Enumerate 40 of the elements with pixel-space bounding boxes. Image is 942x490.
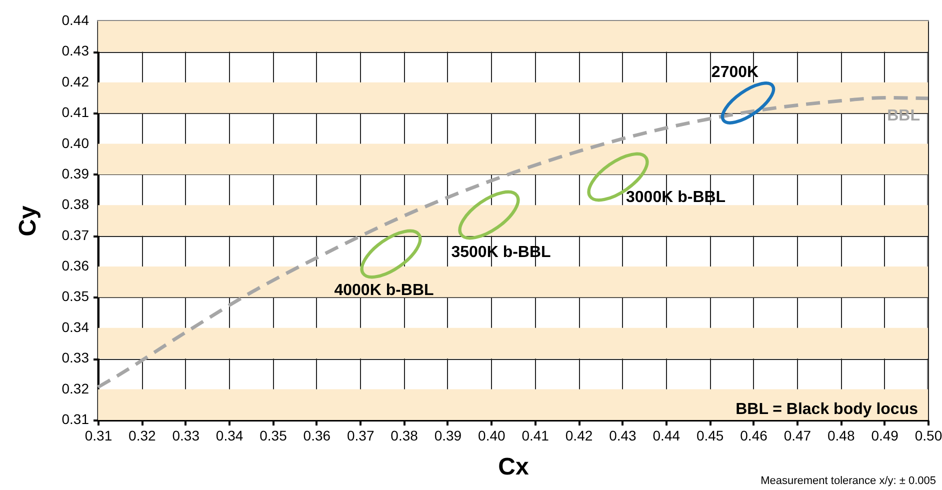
annotation: 4000K b-BBL: [334, 282, 434, 299]
y-tick-label: 0.34: [62, 318, 90, 335]
y-axis-title: Cy: [14, 205, 42, 236]
y-tick-label: 0.41: [62, 104, 90, 120]
x-tick-label: 0.50: [914, 428, 942, 444]
annotation: BBL = Black body locus: [736, 401, 918, 418]
x-tick-label: 0.44: [652, 428, 680, 444]
y-tick-label: 0.33: [62, 350, 90, 366]
x-tick-label: 0.47: [784, 428, 812, 444]
x-tick-label: 0.35: [260, 428, 288, 444]
x-tick-label: 0.46: [740, 428, 768, 444]
y-tick-label: 0.35: [62, 288, 90, 304]
y-tick-label: 0.37: [62, 226, 90, 243]
x-tick-label: 0.40: [478, 428, 506, 444]
x-tick-label: 0.33: [172, 428, 200, 444]
x-tick-label: 0.38: [390, 428, 418, 444]
x-tick-label: 0.49: [871, 428, 899, 444]
y-tick-label: 0.32: [62, 380, 90, 396]
y-tick-label: 0.40: [62, 134, 90, 151]
x-tick-label: 0.32: [128, 428, 156, 444]
y-tick-label: 0.39: [62, 165, 90, 182]
x-tick-label: 0.48: [828, 428, 855, 444]
y-tick-label: 0.44: [62, 12, 90, 28]
x-tick-label: 0.43: [609, 428, 637, 444]
x-tick-label: 0.42: [565, 428, 593, 444]
x-tick-label: 0.39: [434, 428, 462, 444]
x-tick-label: 0.45: [696, 428, 724, 444]
y-tick-label: 0.38: [62, 196, 90, 212]
x-tick-label: 0.31: [84, 428, 112, 444]
y-tick-label: 0.42: [62, 73, 90, 90]
text: Measurement tolerance x/y: ± 0.005: [760, 475, 936, 487]
x-axis-title: Cx: [498, 454, 530, 480]
y-tick-label: 0.36: [62, 258, 90, 274]
x-tick-label: 0.34: [216, 428, 244, 444]
y-tick-label: 0.31: [62, 411, 90, 427]
line-series: [96, 96, 930, 389]
y-tick-label: 0.43: [62, 42, 90, 59]
x-tick-label: 0.41: [522, 428, 550, 444]
x-tick-label: 0.37: [346, 428, 374, 444]
x-tick-label: 0.36: [303, 428, 331, 444]
